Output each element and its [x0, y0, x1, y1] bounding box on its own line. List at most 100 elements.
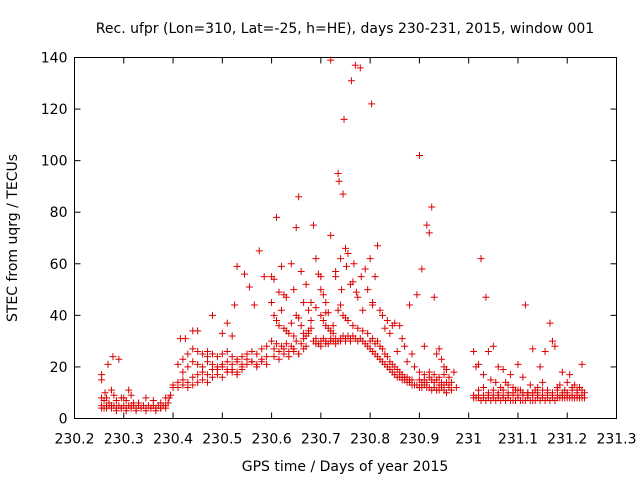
- y-axis-label: STEC from uqrg / TECUs: [5, 154, 21, 322]
- data-point: [273, 340, 281, 348]
- data-point: [109, 353, 117, 361]
- data-point: [364, 286, 372, 294]
- data-point: [489, 342, 497, 350]
- data-point: [334, 170, 342, 178]
- data-point: [450, 368, 458, 376]
- y-tick-label: 60: [50, 257, 68, 273]
- data-point: [127, 402, 135, 410]
- data-point: [489, 386, 497, 394]
- data-point: [350, 260, 358, 268]
- x-tick-label: 230.4: [153, 432, 193, 448]
- data-point: [415, 368, 423, 376]
- data-point: [238, 366, 246, 374]
- data-point: [290, 347, 298, 355]
- data-point: [142, 407, 150, 415]
- data-point: [164, 399, 172, 407]
- data-point: [408, 376, 416, 384]
- data-point: [302, 280, 310, 288]
- data-point: [263, 360, 271, 368]
- data-point: [263, 342, 271, 350]
- data-point: [335, 177, 343, 185]
- y-tick-label: 120: [41, 102, 68, 118]
- data-point: [290, 286, 298, 294]
- data-point: [115, 355, 123, 363]
- data-point: [484, 389, 492, 397]
- data-point: [204, 347, 212, 355]
- data-point: [208, 350, 216, 358]
- data-point: [292, 224, 300, 232]
- x-tick-label: 230.3: [104, 432, 144, 448]
- data-point: [282, 340, 290, 348]
- data-point: [312, 340, 320, 348]
- data-point: [386, 329, 394, 337]
- data-point: [327, 56, 335, 64]
- data-point: [425, 229, 433, 237]
- data-point: [440, 371, 448, 379]
- data-point: [268, 298, 276, 306]
- data-point: [361, 265, 369, 273]
- data-point: [117, 394, 125, 402]
- data-point: [351, 61, 359, 69]
- data-point: [551, 342, 559, 350]
- data-point: [218, 329, 226, 337]
- data-point: [112, 407, 120, 415]
- data-point: [317, 311, 325, 319]
- data-point: [558, 368, 566, 376]
- data-point: [184, 350, 192, 358]
- data-point: [332, 340, 340, 348]
- data-point: [218, 373, 226, 381]
- data-point: [307, 324, 315, 332]
- data-point: [403, 358, 411, 366]
- data-point: [233, 358, 241, 366]
- data-point: [300, 345, 308, 353]
- data-point: [260, 273, 268, 281]
- data-point: [420, 371, 428, 379]
- data-point: [137, 404, 145, 412]
- data-point: [327, 337, 335, 345]
- data-point: [322, 298, 330, 306]
- data-point: [275, 347, 283, 355]
- data-point: [484, 347, 492, 355]
- data-point: [162, 404, 170, 412]
- data-point: [519, 373, 527, 381]
- data-point: [228, 368, 236, 376]
- data-point: [213, 353, 221, 361]
- data-point: [337, 255, 345, 263]
- data-point: [268, 337, 276, 345]
- data-point: [428, 203, 436, 211]
- y-tick-label: 100: [41, 154, 68, 170]
- data-point: [452, 384, 460, 392]
- data-point: [536, 363, 544, 371]
- data-point: [482, 293, 490, 301]
- data-point: [526, 381, 534, 389]
- data-point: [479, 384, 487, 392]
- data-point: [435, 373, 443, 381]
- data-point: [366, 255, 374, 263]
- data-point: [339, 190, 347, 198]
- x-tick-label: 231.3: [596, 432, 636, 448]
- data-point: [98, 376, 106, 384]
- data-point: [101, 389, 109, 397]
- data-point: [369, 301, 377, 309]
- data-point: [184, 384, 192, 392]
- data-point: [443, 366, 451, 374]
- data-point: [319, 291, 327, 299]
- chart-title: Rec. ufpr (Lon=310, Lat=-25, h=HE), days…: [96, 21, 594, 37]
- data-point: [317, 342, 325, 350]
- data-point: [297, 322, 305, 330]
- data-point: [470, 347, 478, 355]
- data-point: [391, 319, 399, 327]
- axis-ticks: 230.2 230.3 230.4 230.5 230.6 230.7 230.8 230.9…: [41, 51, 637, 448]
- data-points: [98, 56, 588, 415]
- data-point: [213, 366, 221, 374]
- data-point: [275, 355, 283, 363]
- x-tick-label: 231.1: [498, 432, 538, 448]
- data-point: [300, 298, 308, 306]
- data-point: [539, 386, 547, 394]
- data-point: [381, 324, 389, 332]
- data-point: [337, 301, 345, 309]
- data-point: [573, 389, 581, 397]
- data-point: [479, 371, 487, 379]
- data-point: [563, 389, 571, 397]
- data-point: [280, 350, 288, 358]
